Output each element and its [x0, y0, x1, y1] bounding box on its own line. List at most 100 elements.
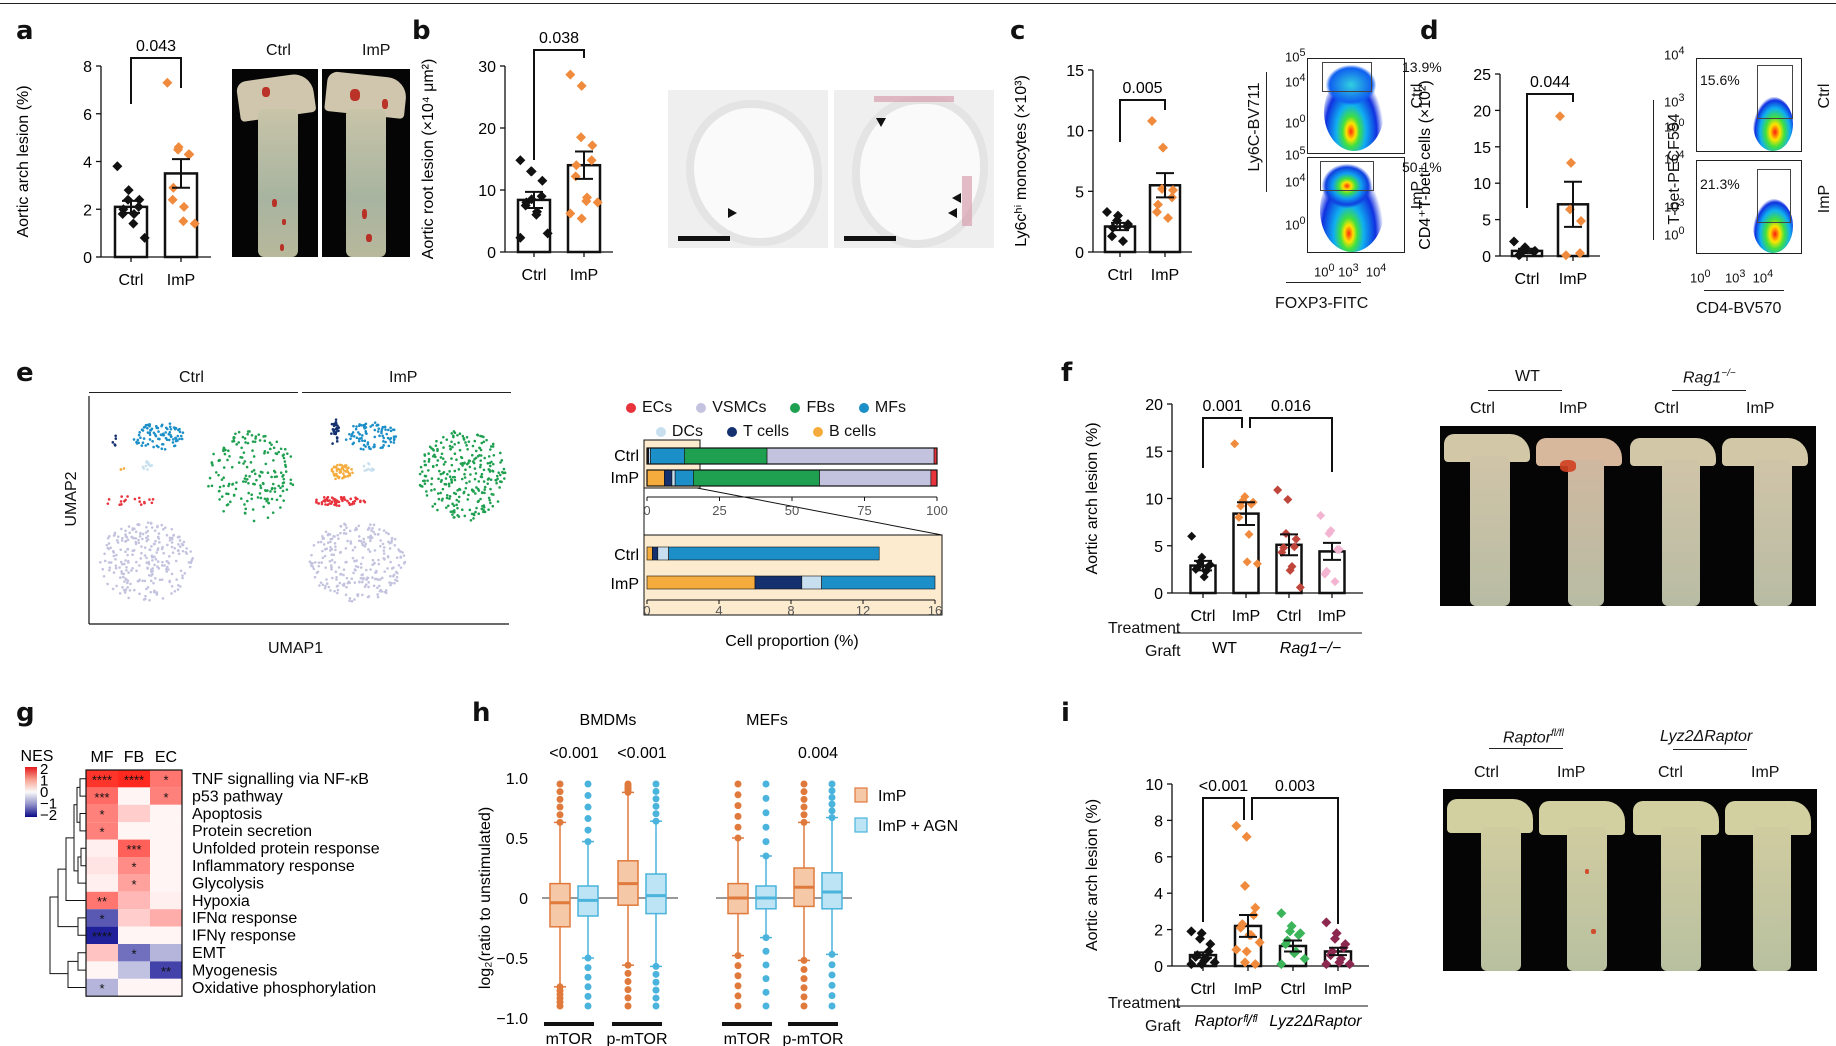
umap-point-dc: [363, 469, 367, 472]
umap-point-vsmc: [149, 579, 153, 583]
umap-point-fb: [217, 473, 220, 477]
umap-point-vsmc: [350, 577, 354, 581]
umap-point-bcell: [344, 465, 347, 469]
umap-point-mf: [388, 438, 392, 441]
legend-swatch: [655, 426, 666, 437]
umap-point-fb: [473, 467, 477, 470]
umap-point-fb: [472, 489, 475, 493]
umap-point-mf: [386, 428, 390, 432]
panel-label-h: h: [472, 698, 491, 728]
umap-point-vsmc: [151, 559, 154, 562]
umap-point-fb: [439, 491, 442, 495]
umap-point-vsmc: [161, 545, 164, 549]
umap-point-tcell: [337, 426, 340, 429]
flow-c-ytick: 104: [1285, 172, 1306, 190]
outlier: [734, 1002, 742, 1010]
umap-point-vsmc: [327, 585, 331, 589]
outlier: [762, 852, 770, 860]
umap-point-fb: [489, 478, 493, 482]
umap-point-vsmc: [120, 527, 123, 531]
umap-point-vsmc: [128, 531, 131, 535]
umap-point-vsmc: [114, 566, 118, 570]
umap-point-fb: [503, 471, 507, 474]
umap-point-fb: [228, 454, 231, 458]
umap-point-vsmc: [386, 567, 389, 570]
umap-point-fb: [467, 459, 471, 462]
outlier: [762, 838, 770, 846]
umap-point-vsmc: [177, 543, 180, 546]
umap-point-vsmc: [189, 561, 193, 565]
umap-point-vsmc: [124, 529, 127, 533]
umap-point-fb: [487, 468, 491, 471]
umap-point-vsmc: [356, 565, 360, 569]
umap-point-fb: [229, 500, 232, 504]
umap-point-vsmc: [379, 539, 382, 542]
umap-point-fb: [491, 442, 495, 446]
umap-point-vsmc: [142, 598, 146, 601]
group-bar: [788, 1022, 838, 1026]
flow-d-yaxis-rule: [1653, 100, 1654, 240]
umap-point-vsmc: [359, 539, 363, 543]
data-point: [1254, 937, 1265, 948]
y-axis-label: Aortic arch lesion (%): [1084, 422, 1101, 574]
photo-label: ImP: [1559, 400, 1588, 417]
umap-point-fb: [230, 465, 234, 469]
umap-point-vsmc: [162, 528, 165, 531]
umap-point-fb: [460, 508, 464, 512]
umap-point-vsmc: [403, 560, 407, 564]
photo-label: Ctrl: [1654, 400, 1679, 417]
umap-point-fb: [231, 440, 234, 443]
umap-point-vsmc: [353, 568, 357, 571]
umap-point-vsmc: [333, 561, 337, 564]
outlier: [584, 780, 592, 788]
umap-point-vsmc: [386, 554, 390, 558]
umap-point-fb: [282, 481, 286, 484]
umap-point-fb: [441, 457, 445, 460]
x-tick-label: 0: [643, 503, 650, 518]
umap-point-mf: [389, 429, 393, 433]
umap-point-fb: [463, 476, 467, 479]
umap-point-vsmc: [394, 578, 397, 582]
umap-point-fb: [283, 447, 287, 451]
umap-point-mf: [352, 424, 355, 428]
umap-point-vsmc: [385, 531, 388, 534]
umap-point-fb: [436, 508, 439, 512]
umap-point-vsmc: [150, 570, 153, 574]
umap-point-vsmc: [334, 545, 337, 548]
column-label: EC: [155, 749, 177, 766]
umap-point-vsmc: [371, 526, 374, 530]
umap-point-bcell: [332, 465, 336, 469]
y-tick-label: 2: [83, 202, 92, 219]
legend-item-dcs: DCs: [655, 423, 703, 440]
umap-point-vsmc: [359, 576, 363, 580]
umap-point-fb: [270, 486, 274, 490]
p-value: <0.001: [1199, 778, 1248, 795]
data-point: [1240, 957, 1250, 968]
umap-point-vsmc: [335, 585, 339, 588]
data-point: [1293, 930, 1304, 941]
umap-point-fb: [449, 447, 452, 451]
colorbar-tick: −2: [40, 807, 57, 824]
umap-point-vsmc: [112, 551, 116, 554]
legend-label: MFs: [874, 399, 907, 416]
umap-point-ec: [315, 498, 318, 502]
umap-point-vsmc: [399, 566, 403, 569]
umap-point-mf: [362, 448, 365, 451]
umap-point-ec: [322, 496, 326, 499]
outlier: [584, 954, 592, 962]
umap-point-tcell: [114, 434, 117, 438]
umap-point-fb: [473, 439, 477, 443]
umap-point-mf: [384, 428, 387, 431]
umap-point-vsmc: [160, 523, 164, 527]
umap-point-vsmc: [123, 562, 126, 566]
umap-point-mf: [154, 434, 158, 438]
outlier: [762, 1002, 770, 1010]
umap-point-vsmc: [317, 561, 321, 564]
umap-point-fb: [474, 492, 477, 495]
umap-group-ctrl: Ctrl: [179, 369, 204, 386]
umap-point-vsmc: [357, 535, 361, 538]
panel-title: MEFs: [746, 712, 788, 729]
heatmap-cell: [150, 909, 182, 927]
data-point: [1236, 501, 1246, 511]
umap-point-vsmc: [155, 591, 159, 594]
